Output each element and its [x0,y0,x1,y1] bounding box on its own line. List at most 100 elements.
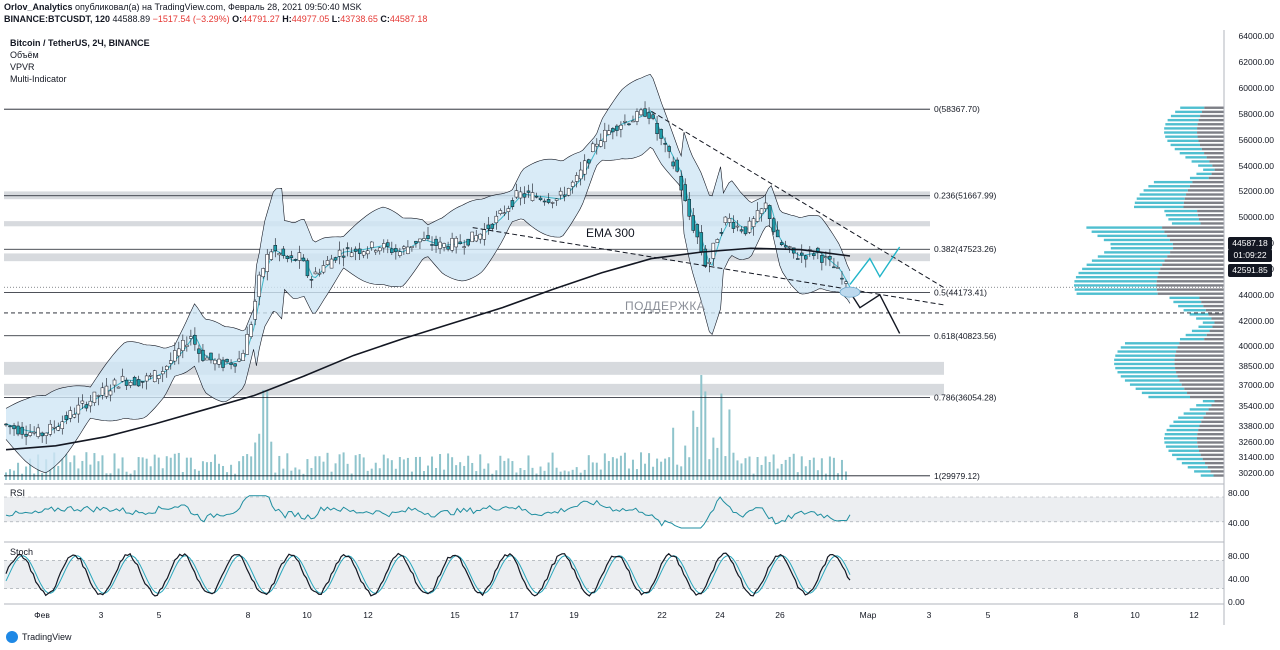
volume-bar [141,457,144,480]
volume-bar [374,462,377,480]
candle-body [490,223,495,229]
candle-body [655,122,659,135]
volume-bar [137,457,140,480]
support-annotation: ПОДДЕРЖКА [625,299,706,313]
volume-bar [350,473,353,480]
vpvr-bar-down [1208,313,1224,316]
x-tick-label: 10 [1130,610,1140,620]
volume-bar [784,459,787,480]
vpvr-bar-down [1197,213,1224,217]
volume-bar [644,463,647,480]
candle-body [112,379,117,386]
highlight-ellipse [839,286,861,298]
candle-body [767,205,772,219]
vpvr-bar-down [1208,408,1224,411]
y-tick-label: 50000.00 [1238,212,1274,223]
candle-body [486,224,491,230]
vpvr-bar-down [1164,230,1224,233]
vpvr-bar-down [1187,189,1224,192]
candle-body [691,215,696,231]
vpvr-bar-up [1168,449,1200,452]
stoch-pane-label[interactable]: Stoch [10,547,34,557]
volume-bar [49,469,52,480]
volume-bar [97,461,100,480]
vpvr-bar-down [1203,304,1224,308]
candle-body [474,235,478,242]
vpvr-bar-up [1200,474,1214,477]
volume-bar [776,468,779,480]
candle-body [627,123,631,126]
candle-body [40,432,44,437]
vpvr-bar-up [1196,172,1212,176]
vpvr-bar-down [1173,247,1224,250]
rsi-pane-label[interactable]: RSI [10,488,26,498]
volume-bar [213,454,216,480]
candle-body [12,425,16,430]
vpvr-bar-up [1074,288,1157,291]
volume-bar [394,468,397,480]
author-name[interactable]: Orlov_Analytics [4,2,73,12]
forecast-down-path [849,291,901,334]
candle-body [361,251,366,256]
candle-body [695,224,700,238]
volume-bar [539,466,542,480]
vpvr-bar-down [1212,164,1224,167]
volume-bar [523,470,526,480]
legend-multi-indicator[interactable]: Multi-Indicator [10,74,67,84]
candle-body [337,249,342,257]
candle-body [229,362,233,365]
vpvr-bar-up [1074,280,1157,283]
volume-bar [165,456,168,480]
volume-bar [499,455,502,480]
volume-bar [314,456,317,480]
volume-bar [77,468,80,480]
legend-vpvr[interactable]: VPVR [10,62,35,72]
volume-bar [587,455,590,480]
vpvr-bar-down [1202,457,1224,461]
volume-bar [205,462,208,480]
candle-body [173,350,177,362]
candle-body [804,255,808,260]
volume-bar [768,461,771,480]
candle-body [647,112,651,119]
vpvr-bar-down [1157,292,1224,295]
candle-body [470,231,474,243]
vpvr-bar-down [1205,309,1224,312]
volume-bar [712,437,715,480]
candle-body [402,246,406,249]
vpvr-bar-down [1186,193,1224,196]
volume-bar [495,470,498,480]
vpvr-bar-up [1091,259,1165,262]
vpvr-bar-up [1136,197,1185,200]
publish-line: Orlov_Analytics опубликовал(а) на Tradin… [4,2,362,13]
candle-body [369,241,374,248]
volume-bar [431,456,434,480]
vpvr-bar-down [1211,404,1224,407]
candle-body [582,160,587,175]
candle-body [478,233,482,240]
fib-label-4: 0.618(40823.56) [934,331,997,341]
vpvr-bar-up [1143,189,1188,192]
x-tick-label: 19 [569,610,579,620]
vpvr-bar-down [1201,300,1224,304]
vpvr-bar-up [1115,354,1176,357]
vpvr-bar-down [1198,139,1224,143]
legend-volume[interactable]: Объём [10,50,39,60]
x-tick-label: Фев [34,610,50,620]
vpvr-bar-up [1175,110,1203,114]
candle-body [566,188,571,196]
volume-bar [692,410,695,480]
vpvr-bar-up [1165,135,1198,138]
volume-bar [720,393,723,480]
volume-bar [201,461,204,480]
vpvr-bar-down [1198,118,1224,122]
volume-bar [656,458,659,480]
candle-body [386,242,390,247]
candle-body [603,129,607,143]
tradingview-brand[interactable]: TradingView [6,631,72,643]
candle-body [518,191,523,199]
candle-body [406,246,410,254]
low-value: 43738.65 [340,14,378,24]
candle-body [759,208,764,214]
